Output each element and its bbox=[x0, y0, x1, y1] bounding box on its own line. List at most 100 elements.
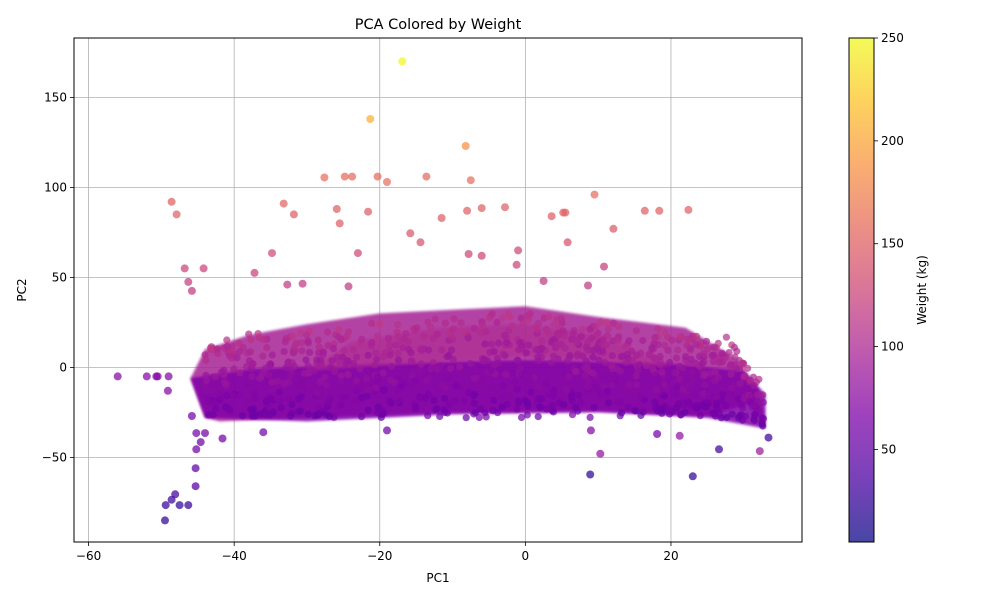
cloud-texture-dot bbox=[728, 341, 736, 349]
scatter-point bbox=[187, 286, 196, 295]
cloud-texture-dot bbox=[372, 384, 380, 392]
cloud-texture-dot bbox=[557, 314, 566, 323]
scatter-point bbox=[250, 268, 259, 277]
colorbar-tick-label: 50 bbox=[881, 442, 896, 456]
scatter-point bbox=[688, 472, 697, 481]
scatter-point bbox=[167, 495, 176, 504]
cloud-texture-dot bbox=[586, 413, 594, 421]
scatter-point bbox=[416, 238, 425, 247]
cloud-texture-dot bbox=[744, 364, 752, 372]
cloud-texture-dot bbox=[664, 346, 672, 354]
cloud-texture-dot bbox=[223, 336, 231, 344]
cloud-texture-dot bbox=[480, 355, 489, 363]
cloud-texture-dot bbox=[297, 329, 305, 337]
scatter-point bbox=[373, 172, 382, 181]
scatter-point bbox=[466, 176, 475, 185]
cloud-texture-dot bbox=[390, 378, 399, 387]
cloud-texture-dot bbox=[648, 344, 656, 352]
cloud-texture-dot bbox=[753, 391, 762, 399]
cloud-texture-dot bbox=[286, 372, 294, 380]
colorbar-tick-label: 200 bbox=[881, 134, 904, 148]
cloud-texture-dot bbox=[575, 391, 583, 400]
cloud-texture-dot bbox=[353, 387, 361, 395]
cloud-texture-dot bbox=[603, 319, 611, 327]
colorbar-gradient bbox=[849, 38, 874, 542]
cloud-texture-dot bbox=[335, 325, 343, 334]
cloud-texture-dot bbox=[737, 401, 745, 409]
y-tick-label: −50 bbox=[42, 450, 67, 464]
cloud-texture-dot bbox=[236, 369, 244, 377]
scatter-point bbox=[259, 428, 268, 437]
cloud-texture-dot bbox=[368, 338, 376, 347]
cloud-texture-dot bbox=[709, 358, 718, 366]
scatter-point bbox=[539, 277, 548, 285]
cloud-texture-dot bbox=[325, 412, 333, 420]
scatter-point bbox=[184, 277, 193, 286]
cloud-texture-dot bbox=[619, 385, 627, 394]
cloud-texture-dot bbox=[209, 411, 217, 419]
cloud-texture-dot bbox=[603, 369, 611, 378]
cloud-texture-dot bbox=[589, 369, 597, 377]
scatter-point bbox=[142, 372, 151, 381]
scatter-point bbox=[640, 206, 649, 215]
scatter-point bbox=[298, 279, 307, 288]
cloud-texture-dot bbox=[402, 330, 410, 338]
cloud-texture-dot bbox=[363, 392, 371, 400]
cloud-texture-dot bbox=[614, 337, 622, 345]
cloud-texture-dot bbox=[460, 328, 468, 336]
cloud-texture-dot bbox=[649, 365, 657, 373]
cloud-texture-dot bbox=[660, 380, 669, 388]
cloud-texture-dot bbox=[592, 383, 600, 391]
cloud-texture-dot bbox=[665, 406, 674, 414]
cloud-texture-dot bbox=[723, 413, 731, 422]
scatter-point bbox=[344, 282, 353, 291]
cloud-texture-dot bbox=[443, 353, 451, 361]
cloud-texture-dot bbox=[511, 377, 519, 386]
scatter-point bbox=[201, 429, 209, 438]
cloud-texture-dot bbox=[212, 373, 220, 381]
cloud-texture-dot bbox=[442, 373, 450, 381]
cloud-texture-dot bbox=[264, 371, 273, 379]
y-tick-label: 100 bbox=[44, 180, 67, 194]
cloud-texture-dot bbox=[485, 314, 493, 322]
scatter-point bbox=[715, 445, 723, 454]
cloud-texture-dot bbox=[337, 336, 345, 344]
cloud-texture-dot bbox=[245, 330, 253, 338]
cloud-texture-dot bbox=[687, 355, 695, 363]
cloud-texture-dot bbox=[255, 374, 264, 382]
cloud-texture-dot bbox=[495, 339, 503, 347]
scatter-point bbox=[184, 501, 193, 510]
cloud-texture-dot bbox=[362, 375, 370, 383]
cloud-texture-dot bbox=[746, 398, 754, 406]
scatter-point bbox=[353, 249, 362, 258]
cloud-texture-dot bbox=[687, 402, 695, 410]
cloud-texture-dot bbox=[550, 386, 558, 394]
cloud-texture-dot bbox=[483, 373, 491, 381]
cloud-texture-dot bbox=[268, 351, 276, 359]
cloud-texture-dot bbox=[304, 362, 312, 370]
cloud-texture-dot bbox=[300, 369, 308, 377]
cloud-texture-dot bbox=[424, 318, 432, 326]
cloud-texture-dot bbox=[471, 409, 480, 417]
scatter-point bbox=[192, 429, 201, 438]
scatter-point bbox=[113, 372, 122, 381]
scatter-point bbox=[268, 249, 276, 258]
cloud-texture-dot bbox=[749, 373, 758, 381]
cloud-texture-dot bbox=[672, 354, 681, 362]
cloud-texture-dot bbox=[403, 371, 411, 379]
cloud-texture-dot bbox=[612, 375, 620, 383]
cloud-texture-dot bbox=[284, 394, 293, 402]
cloud-texture-dot bbox=[621, 342, 629, 351]
scatter-point bbox=[161, 516, 169, 525]
cloud-texture-dot bbox=[356, 365, 364, 373]
cloud-texture-dot bbox=[381, 386, 389, 394]
cloud-texture-dot bbox=[731, 353, 739, 361]
cloud-texture-dot bbox=[565, 372, 573, 381]
cloud-texture-dot bbox=[344, 371, 352, 379]
cloud-texture-dot bbox=[584, 383, 592, 391]
cloud-texture-dot bbox=[625, 337, 633, 345]
cloud-texture-dot bbox=[697, 402, 706, 410]
cloud-texture-dot bbox=[675, 400, 683, 408]
cloud-texture-dot bbox=[371, 361, 379, 369]
